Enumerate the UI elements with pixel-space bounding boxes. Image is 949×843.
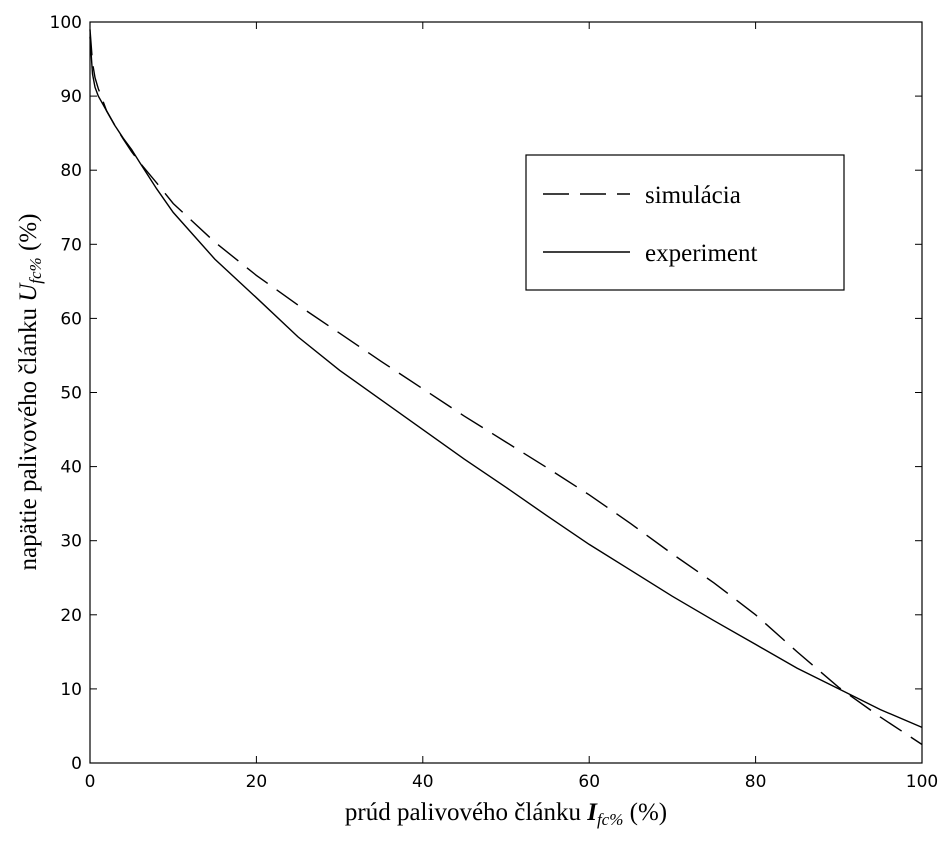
series-line-experiment xyxy=(89,36,923,729)
y-tick-label: 30 xyxy=(60,532,82,552)
y-tick-label: 90 xyxy=(60,87,82,107)
ticks: 0 20 40 60 80 100 0 10 20 30 40 50 60 70 80 90 100 xyxy=(50,13,939,792)
series xyxy=(89,29,923,746)
x-tick-label: 100 xyxy=(906,772,938,792)
y-axis-title: napätie palivového článku Ufc% (%) xyxy=(15,214,45,571)
x-axis-title: prúd palivového článku Ifc% (%) xyxy=(345,799,667,829)
x-tick-label: 40 xyxy=(412,772,434,792)
y-tick-label: 20 xyxy=(60,606,82,626)
y-axis-title-sub: fc% xyxy=(26,257,45,283)
legend: simulácia experiment xyxy=(525,154,845,291)
legend-label-simulacia: simulácia xyxy=(645,182,741,209)
x-tick-label: 80 xyxy=(745,772,767,792)
series-line-simulacia xyxy=(89,29,923,746)
y-axis-title-unit: (%) xyxy=(15,214,42,258)
x-axis-title-symbol: I xyxy=(586,799,598,826)
x-axis-title-unit: (%) xyxy=(623,799,667,826)
y-tick-label: 10 xyxy=(60,680,82,700)
x-tick-label: 0 xyxy=(85,772,96,792)
y-axis-title-main: napätie palivového článku xyxy=(15,302,42,571)
y-tick-label: 0 xyxy=(71,754,82,774)
y-tick-label: 100 xyxy=(50,13,82,33)
x-tick-label: 60 xyxy=(578,772,600,792)
y-tick-label: 40 xyxy=(60,458,82,478)
x-tick-label: 20 xyxy=(246,772,268,792)
y-tick-label: 80 xyxy=(60,161,82,181)
y-tick-label: 70 xyxy=(60,235,82,255)
x-axis-title-sub: fc% xyxy=(597,810,623,829)
x-axis-title-main: prúd palivového článku xyxy=(345,799,587,826)
legend-box xyxy=(525,154,845,291)
y-tick-label: 50 xyxy=(60,384,82,404)
y-tick-label: 60 xyxy=(60,309,82,329)
y-axis-title-symbol: U xyxy=(15,282,42,302)
legend-label-experiment: experiment xyxy=(645,240,758,267)
